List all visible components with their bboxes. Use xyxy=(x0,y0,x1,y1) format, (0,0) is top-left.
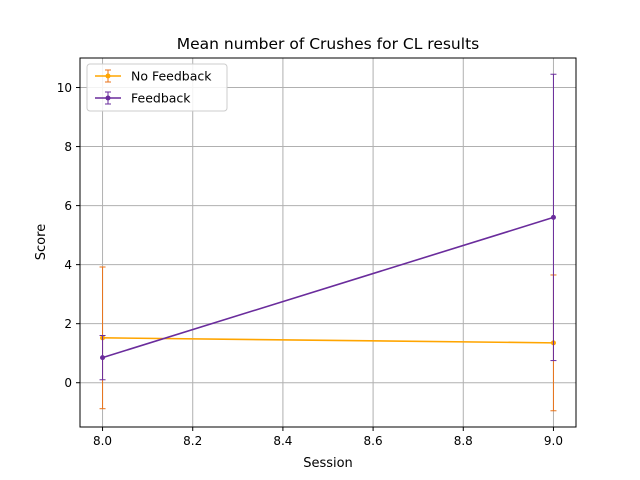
x-axis-label: Session xyxy=(303,456,353,471)
x-tick-label: 8.0 xyxy=(93,434,112,448)
legend-entry: No Feedback xyxy=(95,69,212,84)
x-tick-label: 8.2 xyxy=(183,434,202,448)
series-line xyxy=(102,216,554,359)
legend-entry: Feedback xyxy=(95,91,191,106)
legend-label: No Feedback xyxy=(131,69,212,84)
grid-lines xyxy=(80,58,576,427)
y-tick-label: 6 xyxy=(64,199,72,213)
y-axis-ticks: 0 2 4 6 8 10 xyxy=(57,81,80,390)
x-tick-label: 8.4 xyxy=(273,434,292,448)
series-feedback xyxy=(99,73,557,381)
data-point xyxy=(100,355,106,361)
x-tick-label: 8.8 xyxy=(454,434,473,448)
legend-label: Feedback xyxy=(131,91,191,106)
y-tick-label: 10 xyxy=(57,81,72,95)
legend-marker xyxy=(105,73,111,79)
y-tick-label: 8 xyxy=(64,140,72,154)
plot-frame xyxy=(79,57,577,428)
x-tick-label: 9.0 xyxy=(544,434,563,448)
legend: No Feedback Feedback xyxy=(86,63,228,112)
y-tick-label: 4 xyxy=(64,258,72,272)
series-line xyxy=(102,337,554,344)
x-axis-ticks: 8.0 8.2 8.4 8.6 8.8 9.0 xyxy=(93,427,563,448)
y-axis-label: Score xyxy=(34,224,49,260)
data-point xyxy=(550,214,556,220)
legend-marker xyxy=(105,95,111,101)
x-tick-label: 8.6 xyxy=(364,434,383,448)
plot-area xyxy=(80,58,576,427)
legend-box xyxy=(86,63,228,112)
y-tick-label: 2 xyxy=(64,317,72,331)
chart-title: Mean number of Crushes for CL results xyxy=(177,35,479,53)
series-layer xyxy=(99,73,557,412)
y-tick-label: 0 xyxy=(64,376,72,390)
